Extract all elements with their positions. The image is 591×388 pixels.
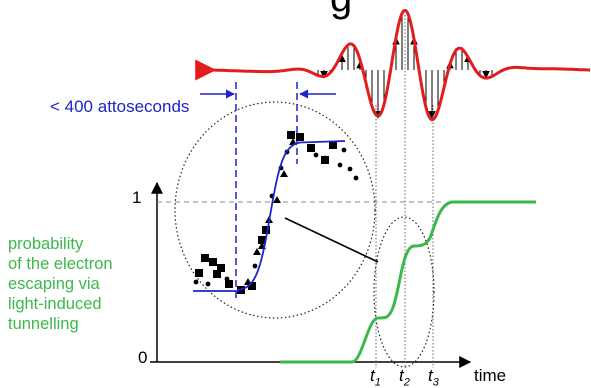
measurement-markers [193, 131, 359, 294]
y-label-line: escaping via [8, 275, 100, 293]
square-marker [201, 254, 209, 262]
field-vector-arrowhead [428, 111, 436, 119]
y-label-line: light-induced [8, 295, 102, 313]
dot-marker [252, 263, 258, 269]
t1-label: t1 [370, 366, 381, 388]
dot-marker [224, 276, 230, 282]
attosecond-label: < 400 attoseconds [50, 97, 190, 116]
triangle-marker [253, 248, 261, 255]
y-label-line: of the electron [8, 255, 113, 273]
square-marker [287, 131, 295, 139]
laser-pulse-waveform [195, 8, 590, 122]
zoom-circle [174, 101, 376, 319]
square-marker [209, 258, 217, 266]
square-marker [225, 280, 233, 288]
attosecond-guides [235, 82, 298, 300]
triangle-marker [273, 196, 281, 203]
dot-marker [337, 162, 343, 168]
step-ellipse [373, 216, 435, 368]
y-axis-label: probability of the electron escaping via… [8, 234, 113, 334]
dot-marker [322, 155, 328, 161]
square-marker [213, 270, 221, 278]
y-tick-zero: 0 [138, 348, 148, 367]
dot-marker [205, 281, 211, 287]
x-axis-label: time [474, 366, 507, 385]
triangle-marker [280, 170, 288, 177]
square-marker [258, 236, 266, 244]
dot-marker [353, 175, 359, 181]
y-label-line: tunnelling [8, 315, 79, 333]
t-guide-lines [375, 15, 434, 368]
fit-curve [193, 140, 346, 292]
square-marker [262, 226, 270, 234]
dot-marker [341, 147, 347, 153]
dot-marker [313, 152, 319, 158]
square-marker [195, 269, 203, 277]
y-label-line: probability [8, 235, 84, 253]
probability-curve [280, 200, 536, 364]
cropped-title-glyph: g [330, 0, 352, 21]
square-marker [217, 264, 225, 272]
t2-label: t2 [399, 366, 410, 388]
square-marker [248, 282, 256, 290]
dot-marker [193, 279, 199, 285]
field-vector-arrowhead [482, 71, 490, 79]
y-tick-one: 1 [132, 188, 142, 207]
t3-label: t3 [428, 366, 439, 388]
square-marker [307, 144, 315, 152]
dot-marker [347, 166, 353, 172]
square-marker [329, 141, 337, 149]
zoom-connector [284, 217, 379, 263]
square-marker [296, 133, 304, 141]
